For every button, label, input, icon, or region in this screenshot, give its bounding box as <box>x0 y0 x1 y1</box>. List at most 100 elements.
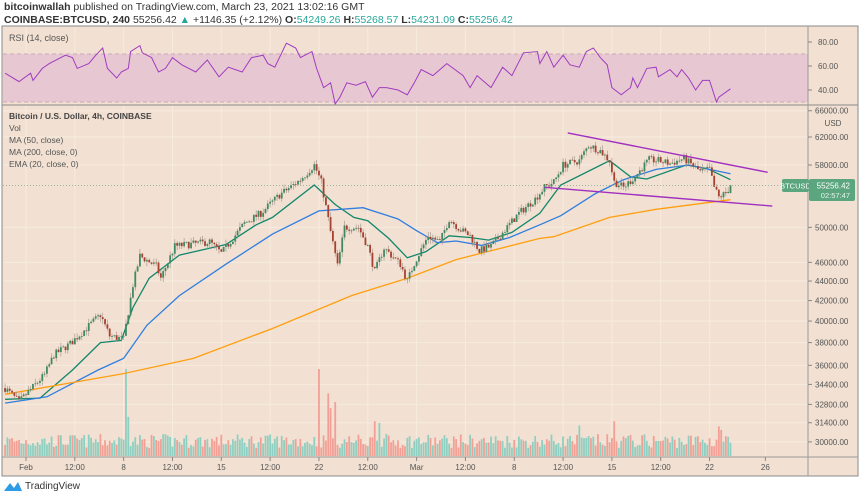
trendlines[interactable] <box>544 132 773 207</box>
volume-bar <box>83 435 86 456</box>
time-tick-label: 12:00 <box>553 463 574 472</box>
candle <box>585 148 588 152</box>
volume-bar <box>320 447 323 456</box>
volume-bar <box>308 443 311 456</box>
volume-bar <box>571 440 574 456</box>
volume-bar <box>697 436 699 456</box>
volume-bar <box>638 445 641 456</box>
candle <box>706 166 709 169</box>
candle <box>566 164 569 168</box>
candle <box>304 177 306 179</box>
candle <box>206 244 209 246</box>
volume-bar <box>562 436 564 456</box>
candle <box>548 185 551 187</box>
volume-bar <box>187 447 190 456</box>
volume-bar <box>218 445 220 456</box>
volume-bar <box>273 438 276 456</box>
candle <box>234 235 237 242</box>
volume-bar <box>87 434 90 456</box>
candle <box>34 383 37 385</box>
candle <box>483 246 485 252</box>
candle <box>134 271 137 288</box>
candle <box>415 261 418 267</box>
tradingview-logo[interactable]: TradingView <box>4 481 80 492</box>
volume-bar <box>671 436 674 456</box>
trendline[interactable] <box>567 132 768 174</box>
volume-bar <box>669 442 671 456</box>
volume-bar <box>297 446 299 456</box>
candle <box>652 156 655 163</box>
volume-bar <box>408 436 411 456</box>
legend-ma200[interactable]: MA (200, close, 0) <box>9 147 78 157</box>
candle <box>436 239 439 241</box>
candle <box>425 240 427 245</box>
candle <box>27 390 30 396</box>
volume-bar <box>522 440 525 456</box>
candle <box>555 177 557 180</box>
legend-vol[interactable]: Vol <box>9 123 21 133</box>
candle <box>552 179 555 184</box>
volume-bar <box>385 434 388 456</box>
price-tick-label: 50000.00 <box>815 223 849 232</box>
volume-bars <box>4 369 732 456</box>
volume-bar <box>64 444 67 456</box>
volume-bar <box>139 435 141 456</box>
volume-bar <box>690 435 692 456</box>
volume-bar <box>394 445 397 456</box>
volume-bar <box>111 442 113 456</box>
volume-bar <box>613 421 616 456</box>
volume-bar <box>627 435 630 456</box>
legend-ma50[interactable]: MA (50, close) <box>9 135 63 145</box>
candle <box>597 152 599 154</box>
volume-bar <box>436 443 439 456</box>
volume-bar <box>404 446 406 456</box>
time-tick-label: Mar <box>410 463 424 472</box>
candle <box>494 237 497 241</box>
rsi-axis[interactable]: 80.00 60.00 40.00 <box>808 38 839 95</box>
volume-bar <box>32 443 34 456</box>
price-axis[interactable]: 66000.00 62000.00 58000.00 50000.00 46000.00… <box>808 107 849 447</box>
candle <box>201 239 204 242</box>
volume-bar <box>573 444 576 456</box>
candle <box>529 203 532 207</box>
candle <box>4 388 6 392</box>
volume-bar <box>387 435 390 456</box>
candle <box>59 347 62 353</box>
candle <box>664 159 667 163</box>
volume-bar <box>262 443 265 456</box>
time-tick-label: 22 <box>705 463 714 472</box>
trendline[interactable] <box>544 186 773 207</box>
volume-bar <box>524 440 527 456</box>
price-tick-label: 44000.00 <box>815 277 849 286</box>
candle <box>6 388 9 392</box>
time-axis[interactable]: Feb 12:00 8 12:00 15 12:00 22 12:00 Mar 12:00 8 12:… <box>19 457 770 472</box>
ma-line <box>4 199 731 395</box>
candle <box>518 211 520 215</box>
volume-bar <box>518 436 520 456</box>
candle <box>299 180 302 182</box>
volume-bar <box>664 436 667 456</box>
candle <box>264 209 267 213</box>
volume-bar <box>332 438 334 456</box>
candle <box>220 249 223 252</box>
volume-bar <box>225 444 227 456</box>
time-tick-label: 12:00 <box>65 463 86 472</box>
volume-bar <box>313 437 316 456</box>
volume-bar <box>550 434 553 456</box>
candle <box>636 174 639 178</box>
legend-ema20[interactable]: EMA (20, close, 0) <box>9 159 79 169</box>
volume-bar <box>234 440 237 456</box>
volume-bar <box>431 445 434 456</box>
legend-title: Bitcoin / U.S. Dollar, 4h, COINBASE <box>9 111 152 121</box>
candle <box>380 256 383 258</box>
volume-bar <box>25 440 27 456</box>
rsi-label: RSI (14, close) <box>9 33 69 43</box>
author-name[interactable]: bitcoinwallah <box>4 1 71 13</box>
candle <box>562 161 564 173</box>
volume-bar <box>464 443 467 456</box>
chart-canvas[interactable]: RSI (14, close) 66000.00 62000.00 58000.00… <box>0 0 860 478</box>
volume-bar <box>608 442 611 456</box>
volume-bar <box>601 444 604 456</box>
volume-bar <box>538 446 541 456</box>
volume-bar <box>213 440 216 456</box>
